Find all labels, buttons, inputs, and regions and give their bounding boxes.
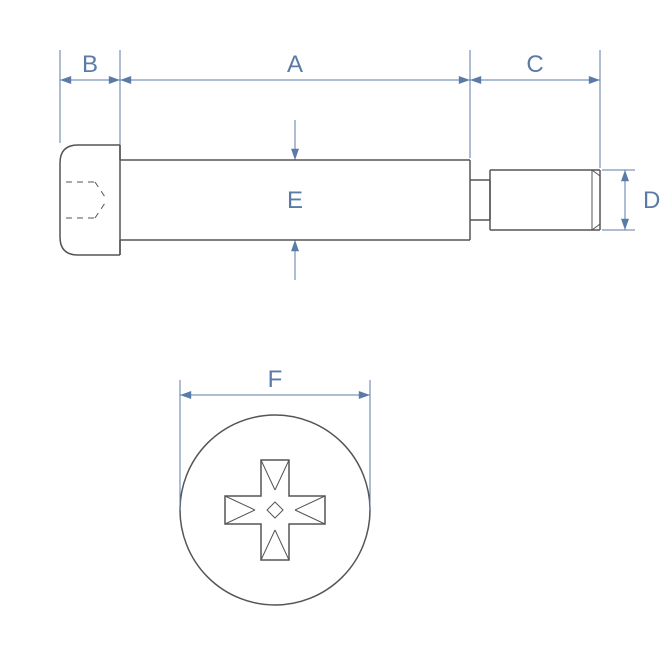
label-A: A bbox=[287, 51, 303, 78]
label-C: C bbox=[526, 51, 543, 78]
screw-end-view bbox=[180, 415, 370, 605]
label-B: B bbox=[82, 51, 98, 78]
label-F: F bbox=[268, 366, 283, 393]
label-E: E bbox=[287, 187, 303, 214]
label-D: D bbox=[643, 187, 660, 214]
screw-side-view bbox=[60, 145, 600, 255]
